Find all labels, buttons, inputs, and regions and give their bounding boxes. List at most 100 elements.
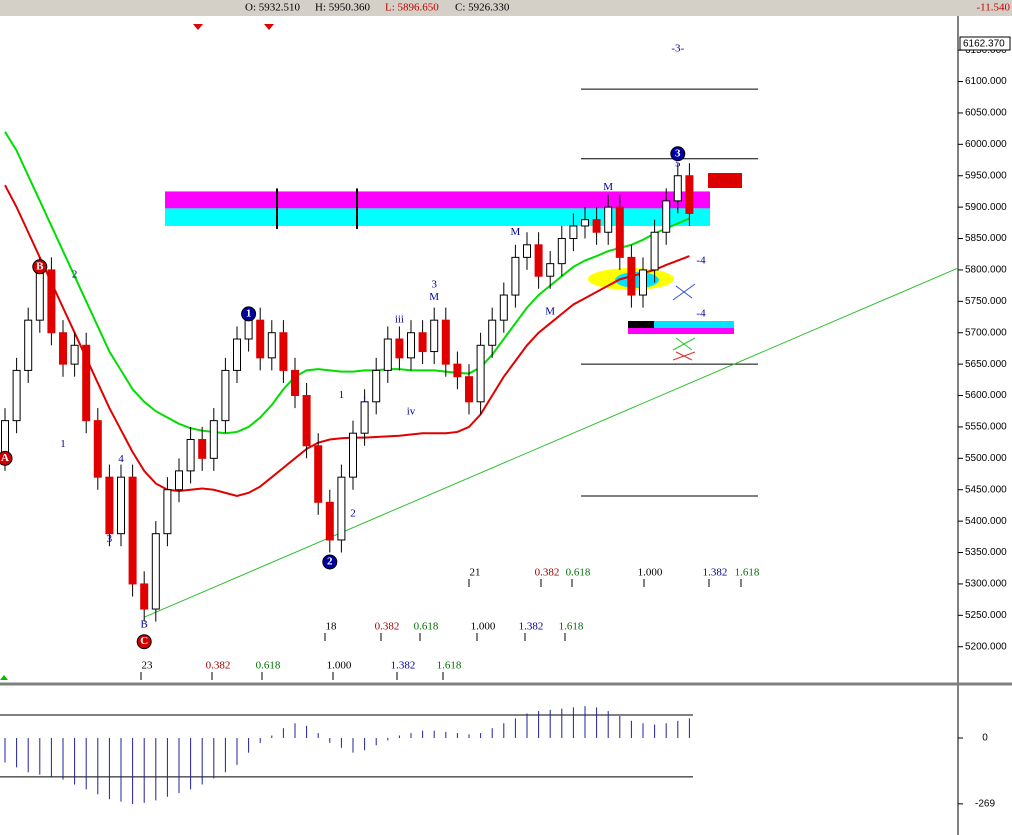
fib-label: 1.000 xyxy=(638,567,663,579)
y-tick-label: 6100.000 xyxy=(965,76,1007,87)
wave-label: i xyxy=(363,393,366,405)
fib-label: 1.382 xyxy=(519,621,544,633)
marker xyxy=(0,675,8,680)
wave-label: B xyxy=(36,260,44,272)
fib-label: 0.382 xyxy=(535,567,560,579)
wave-label: B xyxy=(141,618,148,630)
candle-body xyxy=(337,476,346,541)
fib-label: 0.382 xyxy=(206,660,231,672)
wave-circle xyxy=(136,634,152,650)
candle-body xyxy=(639,269,647,296)
y-tick-label: 5450.000 xyxy=(965,484,1007,495)
axis-panel xyxy=(958,16,1012,835)
trendline xyxy=(144,267,959,618)
wave-label: C xyxy=(140,635,148,647)
candle-body xyxy=(546,263,555,277)
wave-label: 1 xyxy=(246,307,252,319)
y-tick-label: 5900.000 xyxy=(965,202,1007,213)
candle-body xyxy=(523,244,531,258)
last-price-box xyxy=(959,36,1011,51)
wave-label: 3 xyxy=(431,279,437,291)
x-mark xyxy=(672,351,696,361)
marker xyxy=(264,24,274,30)
candle-body xyxy=(604,206,613,233)
y-tick-label: 5550.000 xyxy=(965,422,1007,433)
candle-body xyxy=(117,476,125,535)
y-tick-label: 0 xyxy=(982,733,988,744)
candle-body xyxy=(244,319,253,340)
candle-body xyxy=(395,338,404,359)
highlight xyxy=(615,272,659,288)
wave-label: M xyxy=(603,181,613,193)
candle-body xyxy=(314,445,323,503)
candle-body xyxy=(267,332,276,359)
last-price: 6162.370 xyxy=(963,39,1005,50)
candle-body xyxy=(673,175,682,202)
y-tick-label: 5700.000 xyxy=(965,327,1007,338)
y-tick-label: 5600.000 xyxy=(965,390,1007,401)
candle-body xyxy=(93,420,102,478)
candle-body xyxy=(592,219,601,233)
candle-body xyxy=(662,200,671,233)
candle-body xyxy=(47,269,56,334)
y-tick-label: 5300.000 xyxy=(965,579,1007,590)
candle-body xyxy=(35,269,44,321)
header-open: O: 5932.510 xyxy=(245,2,301,14)
wave-label: 5 xyxy=(675,157,681,169)
fib-label: 0.618 xyxy=(566,567,591,579)
candle-body xyxy=(615,206,624,258)
wave-label: 2 xyxy=(350,508,356,520)
candle-body xyxy=(407,332,415,359)
candle-body xyxy=(128,476,137,585)
label-box xyxy=(708,173,742,188)
y-tick-label: 5750.000 xyxy=(965,296,1007,307)
wave-label: 3 xyxy=(107,533,113,545)
wave-label: 1 xyxy=(339,389,345,401)
box xyxy=(628,328,734,334)
candle-body xyxy=(499,294,508,321)
candle-body xyxy=(291,369,299,397)
candle-body xyxy=(163,489,172,535)
candle-body xyxy=(453,363,462,378)
candle-body xyxy=(476,344,485,403)
fib-label: 23 xyxy=(142,660,154,672)
candle-body xyxy=(233,338,241,371)
fib-label: 1.382 xyxy=(703,567,728,579)
candle-body xyxy=(82,344,91,422)
box xyxy=(628,321,734,328)
candle-body xyxy=(372,369,381,403)
candle-body xyxy=(256,319,265,359)
candle-body xyxy=(685,175,694,214)
candle-body xyxy=(627,256,636,296)
y-tick-label: 5250.000 xyxy=(965,610,1007,621)
wave-label: 2 xyxy=(327,555,333,567)
y-tick-label: 5850.000 xyxy=(965,233,1007,244)
plot: 6150.0006100.0006050.0006000.0005950.000… xyxy=(0,36,1011,809)
candle-body xyxy=(581,219,589,227)
candle-body xyxy=(349,432,357,478)
x-mark xyxy=(672,283,696,301)
candle-body xyxy=(534,244,543,277)
wave-label: 1 xyxy=(60,438,66,450)
candle-body xyxy=(221,369,230,422)
candle-body xyxy=(569,225,578,240)
candle-body xyxy=(59,332,67,365)
candle-body xyxy=(325,501,334,541)
y-tick-label: 6050.000 xyxy=(965,108,1007,119)
wave-label: -3- xyxy=(671,42,684,54)
candle-body xyxy=(488,319,497,346)
fib-label: 18 xyxy=(326,621,338,633)
candle-body xyxy=(70,344,79,365)
wave-label: 4 xyxy=(118,453,124,465)
fib-label: 1.618 xyxy=(437,660,462,672)
fib-label: 0.618 xyxy=(414,621,439,633)
fib-label: 1.618 xyxy=(735,567,760,579)
candle-body xyxy=(186,438,195,472)
y-tick-label: -269 xyxy=(975,798,995,809)
candle-body xyxy=(24,319,33,371)
y-tick-label: 5650.000 xyxy=(965,359,1007,370)
wave-circle xyxy=(241,306,257,322)
y-tick-label: 5400.000 xyxy=(965,516,1007,527)
box xyxy=(628,321,654,328)
